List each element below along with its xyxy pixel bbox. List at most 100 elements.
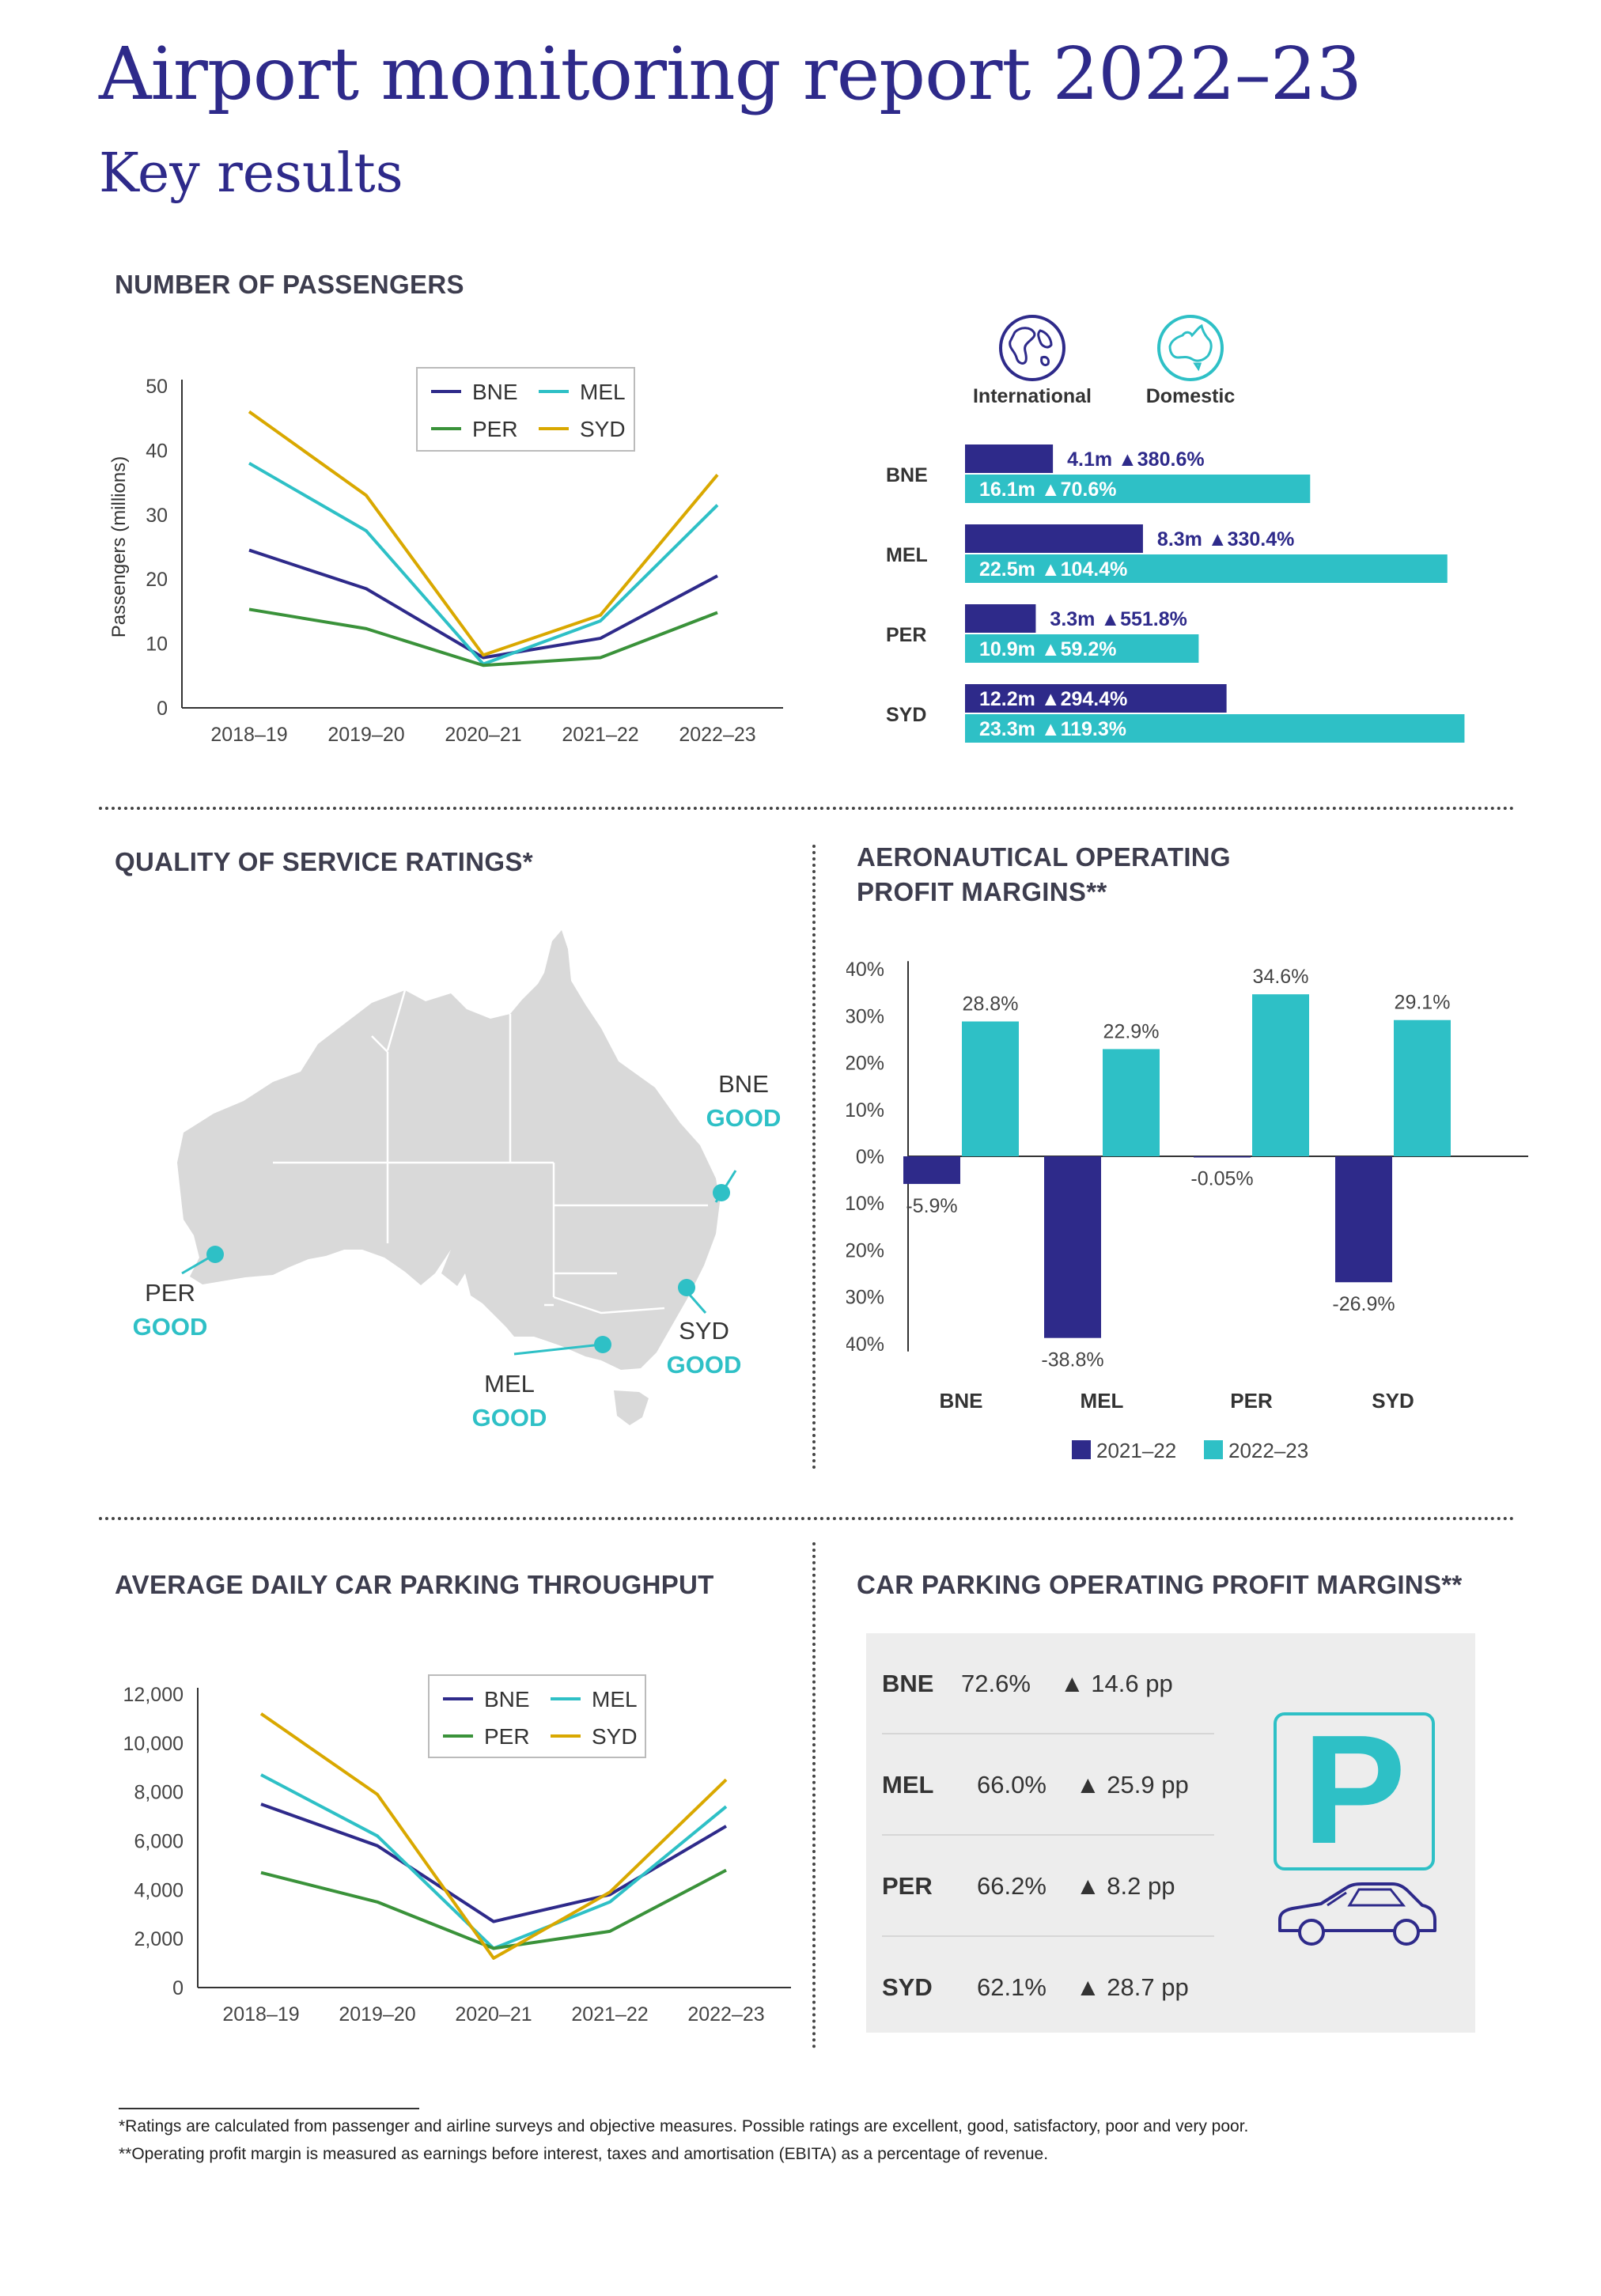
international-bar-label: 4.1m ▲380.6%	[1067, 448, 1204, 471]
australia-icon	[1157, 315, 1224, 381]
parking-change: ▲ 25.9 pp	[1076, 1771, 1189, 1799]
y-tick-label: 0	[157, 698, 168, 720]
y-tick-label: 20%	[846, 1053, 884, 1075]
bar-value-label: 29.1%	[1395, 992, 1451, 1014]
parking-value: 62.1%	[977, 1973, 1047, 2001]
domestic-bar	[965, 554, 1448, 583]
separator	[99, 807, 1515, 810]
separator	[812, 1542, 816, 2048]
domestic-bar	[965, 634, 1199, 663]
y-tick-label: 30%	[846, 1005, 884, 1027]
category-label: BNE	[886, 464, 928, 486]
bne-rating: GOOD	[706, 1104, 782, 1132]
legend-box	[416, 367, 635, 452]
bar-value-label: 22.9%	[1103, 1020, 1160, 1042]
passengers-line-chart: 0 10 20 30 40 50 2018–19 2019–20 2020–21 2021–22 2…	[108, 367, 783, 746]
parking-value: 72.6%	[961, 1670, 1031, 1697]
legend-label: PER	[484, 1724, 530, 1749]
bar-value-label: -26.9%	[1332, 1293, 1395, 1315]
footnote-ratings: *Ratings are calculated from passenger a…	[119, 2117, 1249, 2135]
series-line-syd	[259, 1712, 728, 1960]
y-tick-label: 30	[146, 505, 168, 527]
legend-label: SYD	[592, 1724, 638, 1749]
separator	[812, 845, 816, 1470]
parking-margin-row: PER 66.2% ▲ 8.2 pp	[882, 1836, 1214, 1937]
y-tick-label: -40%	[846, 1333, 884, 1356]
y-tick-label: 0%	[856, 1146, 884, 1168]
bar-2021-22	[1194, 1156, 1251, 1158]
international-bar	[965, 684, 1227, 713]
international-legend: International	[972, 385, 1092, 407]
category-label: BNE	[940, 1389, 983, 1413]
passengers-bar-chart: BNE 4.1m ▲380.6% 16.1m ▲70.6% MEL 8.3m ▲330.…	[886, 444, 1465, 743]
bar-value-label: -5.9%	[906, 1195, 957, 1217]
legend-swatch	[1204, 1440, 1223, 1459]
legend-label: SYD	[580, 417, 626, 441]
car-icon	[1278, 1882, 1436, 1946]
x-tick-label: 2018–19	[210, 724, 287, 746]
page-subtitle: Key results	[99, 142, 403, 205]
y-tick-label: -20%	[846, 1239, 884, 1261]
legend-label: BNE	[484, 1687, 530, 1712]
parking-margins-heading: CAR PARKING OPERATING PROFIT MARGINS**	[857, 1570, 1463, 1599]
parking-margin-row: BNE 72.6% ▲ 14.6 pp	[882, 1633, 1214, 1734]
x-tick-label: 2021–22	[562, 724, 638, 746]
x-tick-label: 2018–19	[222, 2003, 299, 2026]
mel-label: MEL	[484, 1370, 535, 1398]
bar-2021-22	[1044, 1156, 1101, 1338]
y-tick-label: 10,000	[123, 1733, 184, 1755]
mel-marker	[594, 1336, 611, 1353]
legend-label: BNE	[472, 380, 518, 404]
per-label: PER	[145, 1279, 195, 1307]
x-tick-label: 2022–23	[687, 2003, 764, 2026]
australia-map	[177, 930, 737, 1425]
series-line-per	[248, 607, 718, 668]
parking-city: BNE	[882, 1670, 934, 1697]
parking-throughput-heading: AVERAGE DAILY CAR PARKING THROUGHPUT	[115, 1570, 714, 1599]
page-title: Airport monitoring report 2022–23	[99, 32, 1362, 116]
y-tick-label: 4,000	[134, 1879, 184, 1901]
syd-marker	[678, 1279, 695, 1296]
y-tick-label: 8,000	[134, 1782, 184, 1804]
bar-2022-23	[1394, 1019, 1451, 1156]
x-tick-label: 2019–20	[339, 2003, 415, 2026]
x-tick-label: 2020–21	[455, 2003, 532, 2026]
domestic-legend: Domestic	[1145, 385, 1236, 407]
bar-value-label: 34.6%	[1253, 966, 1309, 988]
bar-2022-23	[962, 1021, 1019, 1156]
international-bar	[965, 524, 1143, 553]
domestic-bar-label: 16.1m ▲70.6%	[979, 478, 1116, 501]
y-tick-label: -10%	[846, 1193, 884, 1215]
category-label: SYD	[1372, 1389, 1414, 1413]
bar-value-label: 28.8%	[963, 993, 1019, 1016]
y-tick-label: 40	[146, 440, 168, 462]
parking-value: 66.0%	[977, 1771, 1047, 1799]
x-tick-label: 2020–21	[445, 724, 521, 746]
mel-rating: GOOD	[471, 1404, 547, 1432]
globe-icon	[999, 315, 1065, 381]
y-tick-label: 12,000	[123, 1684, 184, 1706]
y-tick-label: 20	[146, 569, 168, 591]
y-tick-label: 40%	[846, 959, 884, 981]
parking-change: ▲ 14.6 pp	[1060, 1670, 1173, 1697]
aero-heading: AERONAUTICAL OPERATING PROFIT MARGINS**	[857, 842, 1231, 906]
series-line-bne	[248, 548, 718, 660]
australia-mainland	[177, 930, 720, 1370]
international-bar-label: 8.3m ▲330.4%	[1157, 528, 1294, 550]
parking-change: ▲ 8.2 pp	[1076, 1872, 1175, 1900]
parking-city: MEL	[882, 1771, 934, 1799]
passengers-heading: NUMBER OF PASSENGERS	[115, 270, 464, 299]
category-label: MEL	[1081, 1389, 1124, 1413]
legend-label: MEL	[580, 380, 626, 404]
y-axis-label: Passengers (millions)	[108, 456, 130, 637]
legend-label: 2022–23	[1228, 1439, 1308, 1462]
bar-value-label: -0.05%	[1190, 1167, 1253, 1190]
series-line-syd	[248, 410, 719, 657]
legend-label: 2021–22	[1096, 1439, 1176, 1462]
international-bar-label: 3.3m ▲551.8%	[1050, 608, 1187, 630]
international-bar	[965, 604, 1036, 633]
bar-2022-23	[1103, 1049, 1160, 1156]
y-tick-label: 50	[146, 376, 168, 398]
bne-label: BNE	[718, 1070, 769, 1098]
legend-box	[428, 1674, 646, 1758]
